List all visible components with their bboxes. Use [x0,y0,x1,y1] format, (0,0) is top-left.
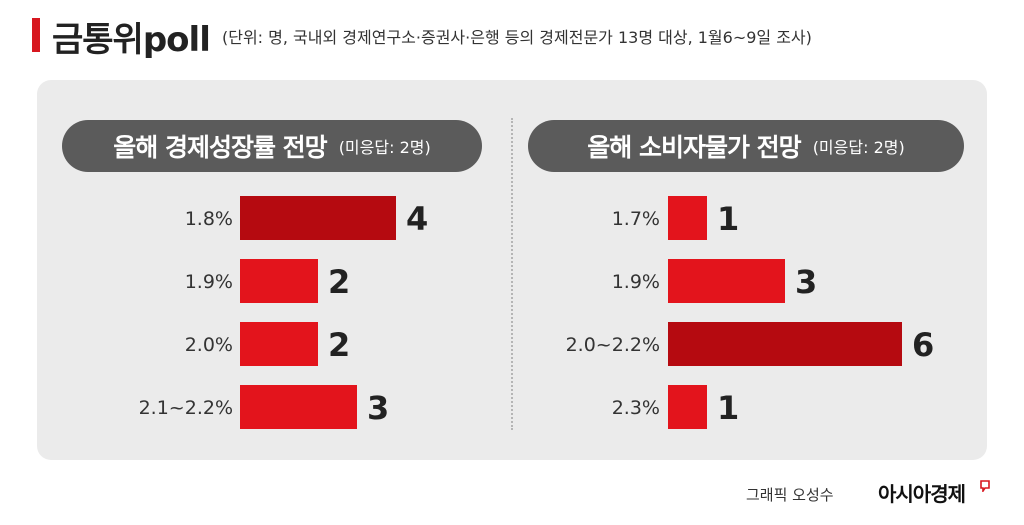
panel-divider [511,118,513,430]
page-title: 금통위poll [52,20,211,60]
growth-chart-note: (미응답: 2명) [338,138,431,157]
growth-chart-title: 올해 경제성장률 전망 [113,133,327,162]
growth-chart-header: 올해 경제성장률 전망 (미응답: 2명) [62,120,482,172]
title-accent-bar [32,18,40,52]
page-subtitle: (단위: 명, 국내외 경제연구소·증권사·은행 등의 경제전문가 13명 대상… [222,28,812,47]
cpi-chart-note: (미응답: 2명) [812,138,905,157]
publisher-logo: 아시아경제 [878,482,966,506]
graphic-credit: 그래픽 오성수 [746,486,834,504]
logo-mark-icon [980,480,990,492]
cpi-chart-title: 올해 소비자물가 전망 [587,133,801,162]
cpi-chart-header: 올해 소비자물가 전망 (미응답: 2명) [528,120,964,172]
